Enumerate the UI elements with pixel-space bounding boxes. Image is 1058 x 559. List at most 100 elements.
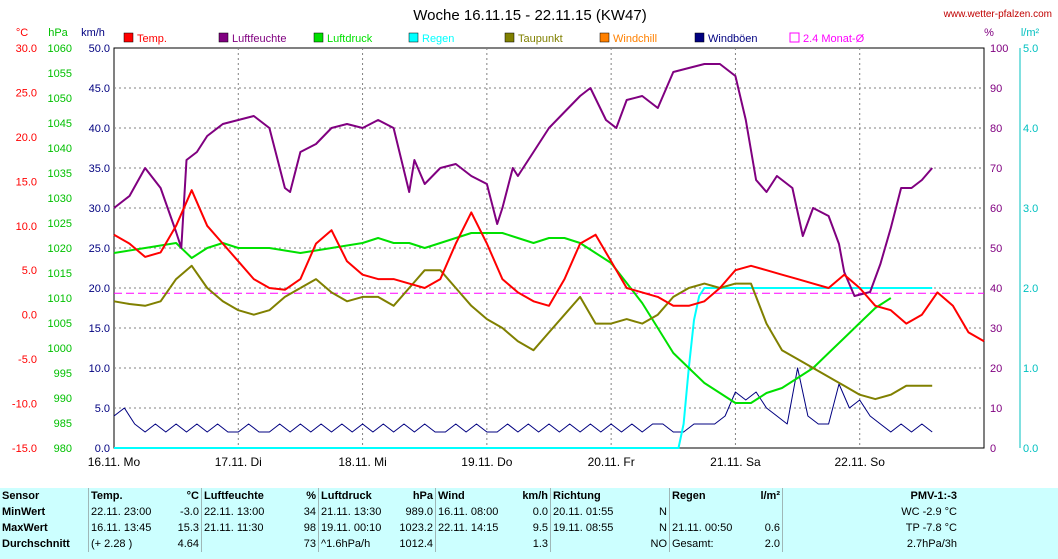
humidity-tick-label: 30 bbox=[990, 323, 1002, 335]
stats-row-avg: Durchschnitt (+ 2.28 ) 4.64 73 ^1.6hPa/h… bbox=[0, 536, 959, 552]
pressure-tick-label: 1050 bbox=[48, 93, 72, 105]
rain-value: 2.0 bbox=[764, 538, 780, 550]
stats-row-min: MinWert 22.11. 23:00 -3.0 22.11. 13:00 3… bbox=[0, 504, 959, 520]
temp-time: 22.11. 23:00 bbox=[88, 504, 163, 520]
series-line-luftdruck bbox=[113, 232, 892, 404]
temp-tick-label: 0.0 bbox=[22, 310, 37, 322]
temp-value: -3.0 bbox=[180, 506, 199, 518]
wind-value: 1.3 bbox=[532, 538, 548, 550]
stats-footer: Sensor Temp. °C Luftfeuchte % Luftdruck … bbox=[0, 488, 1058, 559]
temp-tick-label: 20.0 bbox=[16, 132, 37, 144]
pressure-tick-label: 980 bbox=[54, 443, 72, 455]
humidity-time: 21.11. 11:30 bbox=[201, 520, 280, 536]
pmv-value: TP -7.8 °C bbox=[782, 520, 959, 536]
wind-time: 16.11. 08:00 bbox=[435, 504, 508, 520]
pressure-time: 19.11. 00:10 bbox=[318, 520, 391, 536]
pressure-time: ^1.6hPa/h bbox=[318, 536, 391, 552]
wind-tick-label: 0.0 bbox=[95, 443, 110, 455]
humidity-tick-label: 100 bbox=[990, 43, 1008, 55]
wind-time: 22.11. 14:15 bbox=[435, 520, 508, 536]
pmv-value: 2.7hPa/3h bbox=[782, 536, 959, 552]
pressure-value: 1023.2 bbox=[399, 522, 433, 534]
temp-tick-label: 25.0 bbox=[16, 87, 37, 99]
legend-label: 2.4 Monat-Ø bbox=[803, 33, 865, 45]
header-rain-unit: l/m² bbox=[760, 490, 780, 502]
legend-swatch bbox=[599, 32, 610, 43]
header-temp: Temp. bbox=[88, 488, 163, 504]
header-humidity: Luftfeuchte bbox=[201, 488, 280, 504]
day-label: 19.11. Do bbox=[461, 455, 512, 469]
header-wind-unit: km/h bbox=[522, 490, 548, 502]
pressure-tick-label: 990 bbox=[54, 393, 72, 405]
day-label: 17.11. Di bbox=[215, 455, 262, 469]
legend-label: Windböen bbox=[708, 33, 758, 45]
legend-swatch bbox=[408, 32, 419, 43]
site-url[interactable]: www.wetter-pfalzen.com bbox=[943, 9, 1052, 20]
wind-tick-label: 25.0 bbox=[89, 243, 110, 255]
header-pressure: Luftdruck bbox=[318, 488, 391, 504]
rain-value bbox=[744, 504, 783, 520]
temp-tick-label: -5.0 bbox=[18, 354, 37, 366]
temp-tick-label: 15.0 bbox=[16, 176, 37, 188]
day-label: 20.11. Fr bbox=[588, 455, 635, 469]
series-line-taupunkt bbox=[113, 264, 933, 401]
temp-time: 16.11. 13:45 bbox=[88, 520, 163, 536]
temp-tick-label: 10.0 bbox=[16, 221, 37, 233]
legend-swatch bbox=[123, 32, 134, 43]
wind-tick-label: 40.0 bbox=[89, 123, 110, 135]
rain-tick-label: 0.0 bbox=[1023, 443, 1038, 455]
humidity-value: 73 bbox=[303, 538, 316, 550]
weather-chart: Woche 16.11.15 - 22.11.15 (KW47) www.wet… bbox=[11, 7, 1052, 469]
legend-swatch bbox=[694, 32, 705, 43]
wind-tick-label: 5.0 bbox=[95, 403, 110, 415]
series-line-regen bbox=[114, 287, 933, 449]
series-line-temp- bbox=[113, 189, 985, 343]
day-labels: 16.11. Mo 17.11. Di 18.11. Mi 19.11. Do 20.1… bbox=[88, 455, 886, 469]
pressure-tick-label: 1005 bbox=[48, 318, 72, 330]
chart-title: Woche 16.11.15 - 22.11.15 (KW47) bbox=[413, 7, 646, 24]
humidity-tick-label: 40 bbox=[990, 283, 1002, 295]
wind-tick-label: 35.0 bbox=[89, 163, 110, 175]
temp-tick-label: -10.0 bbox=[12, 399, 37, 411]
pressure-tick-label: 1035 bbox=[48, 168, 72, 180]
pressure-tick-label: 1015 bbox=[48, 268, 72, 280]
pressure-tick-label: 985 bbox=[54, 418, 72, 430]
header-sensor: Sensor bbox=[2, 490, 40, 502]
humidity-value: 34 bbox=[303, 506, 316, 518]
legend-swatch bbox=[504, 32, 515, 43]
legend-label: Taupunkt bbox=[518, 33, 563, 45]
header-pmv: PMV-1:-3 bbox=[782, 488, 959, 504]
pmv-value: WC -2.9 °C bbox=[782, 504, 959, 520]
header-direction-unit bbox=[635, 488, 670, 504]
legend-swatch bbox=[789, 32, 800, 43]
axis-unit-label: °C bbox=[16, 27, 28, 39]
wind-tick-label: 10.0 bbox=[89, 363, 110, 375]
direction-time bbox=[550, 536, 635, 552]
day-label: 16.11. Mo bbox=[88, 455, 141, 469]
row-label: MinWert bbox=[2, 506, 46, 518]
direction-time: 20.11. 01:55 bbox=[550, 504, 635, 520]
header-wind: Wind bbox=[435, 488, 508, 504]
pressure-tick-label: 1060 bbox=[48, 43, 72, 55]
series-lines bbox=[113, 63, 985, 449]
legend-label: Luftfeuchte bbox=[232, 33, 286, 45]
rain-tick-label: 5.0 bbox=[1023, 43, 1038, 55]
rain-tick-label: 4.0 bbox=[1023, 123, 1038, 135]
pressure-tick-label: 1040 bbox=[48, 143, 72, 155]
axis-unit-label: hPa bbox=[48, 27, 68, 39]
direction-value: N bbox=[659, 522, 667, 534]
day-label: 18.11. Mi bbox=[338, 455, 386, 469]
header-pressure-unit: hPa bbox=[412, 490, 433, 502]
header-rain: Regen bbox=[669, 488, 744, 504]
humidity-tick-label: 10 bbox=[990, 403, 1002, 415]
legend-label: Windchill bbox=[613, 33, 657, 45]
wind-value: 0.0 bbox=[532, 506, 548, 518]
temp-value: 15.3 bbox=[177, 522, 199, 534]
humidity-tick-label: 20 bbox=[990, 363, 1002, 375]
temp-tick-label: -15.0 bbox=[12, 443, 37, 455]
temp-tick-label: 5.0 bbox=[22, 265, 37, 277]
legend-swatch bbox=[218, 32, 229, 43]
rain-time bbox=[669, 504, 744, 520]
legend-swatch bbox=[313, 32, 324, 43]
pressure-time: 21.11. 13:30 bbox=[318, 504, 391, 520]
